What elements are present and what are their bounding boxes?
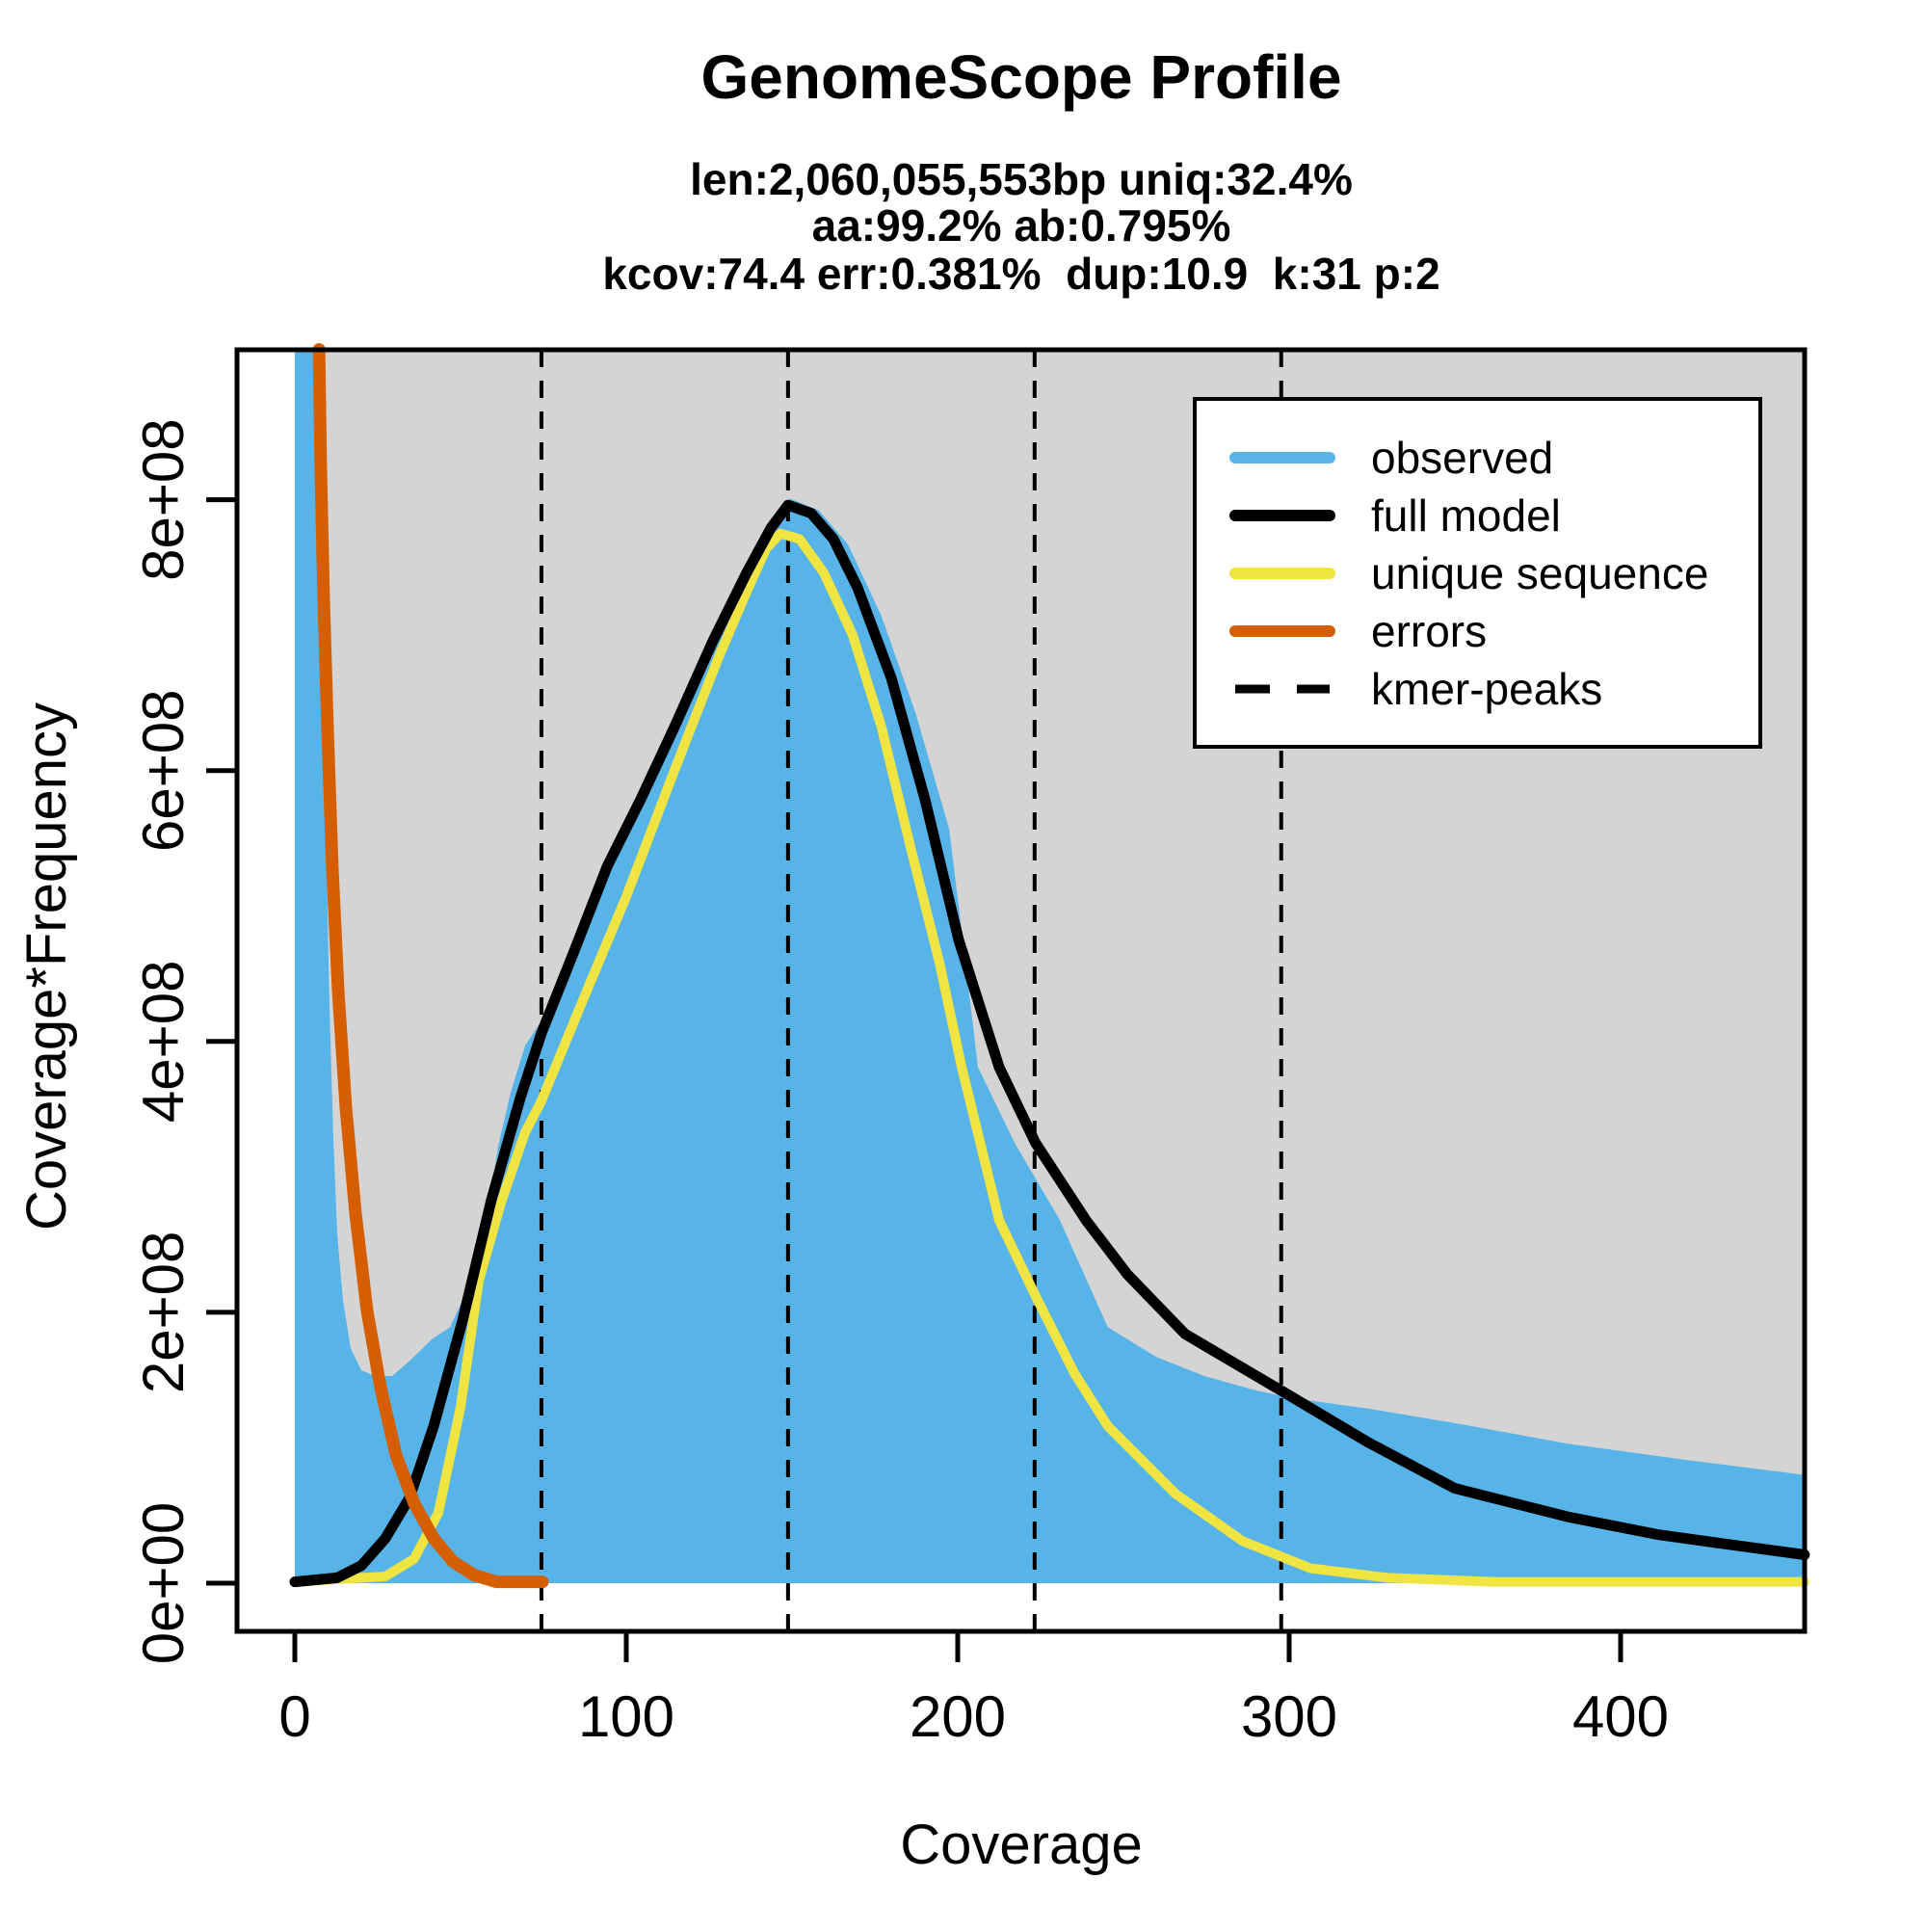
legend-label-kmer-peaks: kmer-peaks — [1371, 664, 1602, 714]
x-tick-label: 0 — [278, 1684, 310, 1749]
plot-box-border — [234, 347, 1808, 1634]
x-tick-label: 200 — [910, 1684, 1006, 1749]
unique-sequence-curve — [290, 528, 1809, 1587]
legend-label-unique-sequence: unique sequence — [1371, 548, 1708, 598]
x-tick-label: 400 — [1572, 1684, 1669, 1749]
legend-label-errors: errors — [1371, 606, 1487, 656]
legend-label-full-model: full model — [1371, 490, 1561, 541]
x-axis-label: Coverage — [900, 1813, 1142, 1876]
y-tick-label: 6e+08 — [131, 689, 196, 852]
subtitle-line-2: aa:99.2% ab:0.795% — [812, 200, 1231, 251]
y-tick-label: 8e+08 — [131, 418, 196, 581]
y-tick-label: 2e+08 — [131, 1231, 196, 1394]
observed-area — [295, 349, 1805, 1584]
y-tick-label: 0e+00 — [131, 1502, 196, 1665]
page-title: GenomeScope Profile — [700, 42, 1341, 112]
full-model-curve — [289, 499, 1810, 1588]
subtitle-line-3: kcov:74.4 err:0.381% dup:10.9 k:31 p:2 — [602, 249, 1439, 299]
legend-label-observed: observed — [1371, 433, 1553, 483]
x-tick-label: 300 — [1241, 1684, 1337, 1749]
y-axis-label: Coverage*Frequency — [15, 702, 78, 1231]
subtitle-line-1: len:2,060,055,553bp uniq:32.4% — [690, 154, 1353, 204]
x-tick-label: 100 — [578, 1684, 674, 1749]
errors-curve — [312, 343, 549, 1589]
y-tick-label: 4e+08 — [131, 961, 196, 1124]
plot-area: 0 100 200 300 400 0e+00 2e+08 4e+08 6e+08 8e+08 ob… — [131, 343, 1810, 1749]
